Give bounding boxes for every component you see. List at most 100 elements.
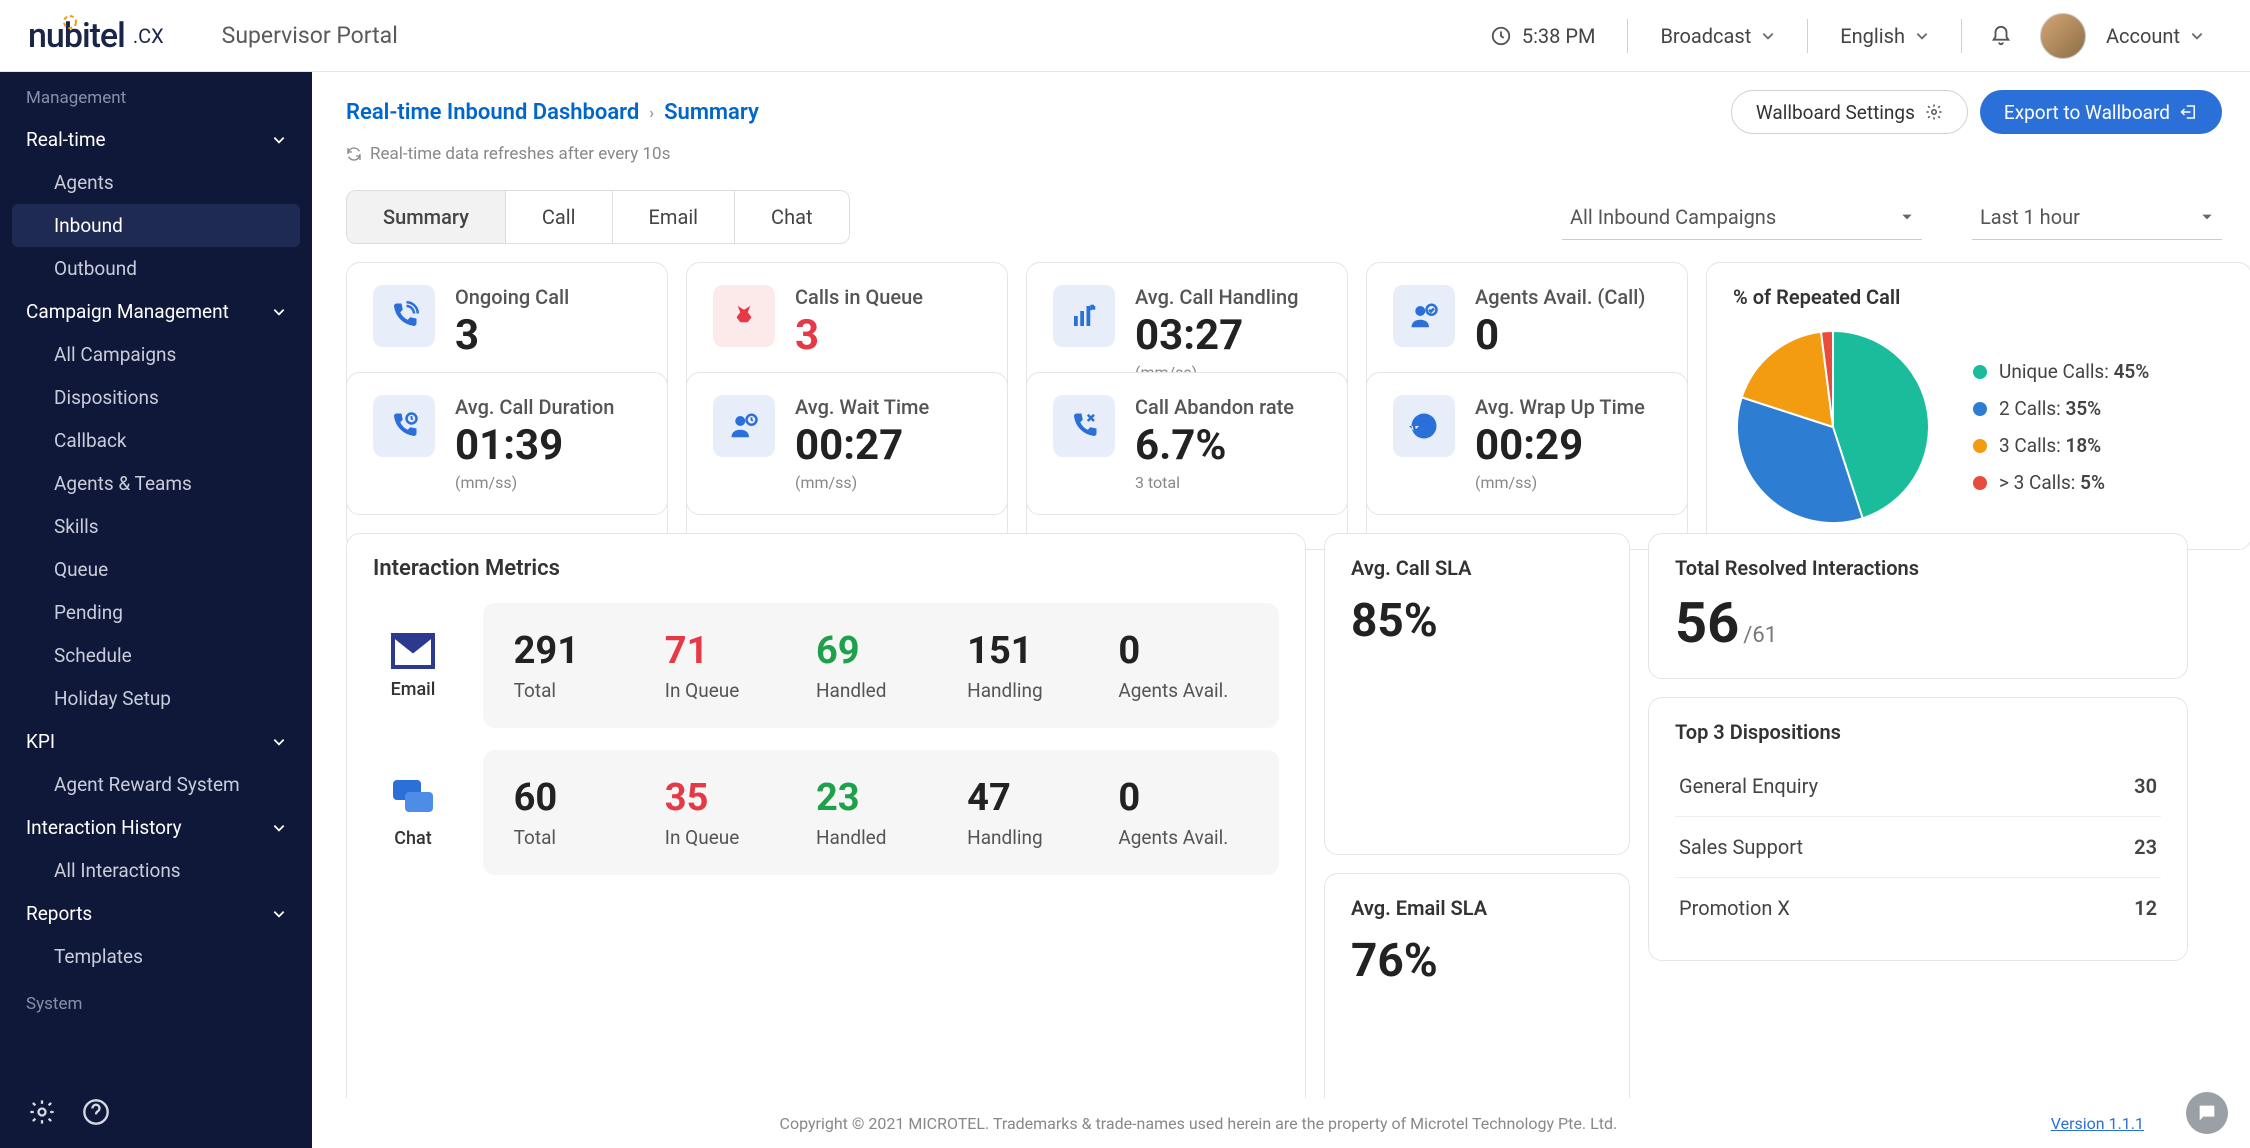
export-wallboard-button[interactable]: Export to Wallboard	[1980, 90, 2222, 134]
content-header: Real-time Inbound Dashboard › Summary Wa…	[312, 72, 2250, 140]
refresh-info: Real-time data refreshes after every 10s	[312, 140, 2250, 178]
sidebar-item[interactable]: Pending	[0, 591, 312, 634]
metric-label: Avg. Wait Time	[795, 395, 929, 419]
export-icon	[2180, 103, 2198, 121]
sidebar-item[interactable]: Agents & Teams	[0, 462, 312, 505]
interaction-metric-value: 60	[514, 776, 644, 820]
tab[interactable]: Email	[613, 191, 736, 243]
sidebar-item[interactable]: Agent Reward System	[0, 763, 312, 806]
sidebar-group-head[interactable]: Real-time	[0, 118, 312, 161]
avatar[interactable]	[2040, 13, 2086, 59]
chevron-down-icon	[272, 821, 286, 835]
sidebar-item[interactable]: Queue	[0, 548, 312, 591]
sidebar-item[interactable]: Templates	[0, 935, 312, 978]
wallboard-settings-button[interactable]: Wallboard Settings	[1731, 90, 1968, 134]
breadcrumb-root[interactable]: Real-time Inbound Dashboard	[346, 100, 639, 125]
interaction-metric-label: Handling	[967, 826, 1097, 849]
content: Real-time Inbound Dashboard › Summary Wa…	[312, 72, 2250, 1148]
tab[interactable]: Chat	[735, 191, 848, 243]
dispositions-card: Top 3 Dispositions General Enquiry 30Sal…	[1648, 697, 2188, 961]
sidebar-item[interactable]: Holiday Setup	[0, 677, 312, 720]
interaction-metrics-card: Interaction Metrics Email 291 Total 71 I…	[346, 533, 1306, 1098]
sidebar-item[interactable]: Outbound	[0, 247, 312, 290]
help-icon	[82, 1098, 110, 1126]
phone-x-icon	[1053, 395, 1115, 457]
sidebar-item[interactable]: Agents	[0, 161, 312, 204]
language-menu[interactable]: English	[1822, 19, 1947, 53]
sidebar-item[interactable]: Inbound	[12, 204, 300, 247]
interaction-metric-label: Total	[514, 679, 644, 702]
sla-value: 76%	[1351, 934, 1603, 988]
broadcast-menu[interactable]: Broadcast	[1642, 19, 1793, 53]
chat-widget-button[interactable]	[2186, 1092, 2228, 1134]
interaction-metric-value: 291	[514, 629, 644, 673]
sidebar-group-head[interactable]: KPI	[0, 720, 312, 763]
metric-label: Agents Avail. (Call)	[1475, 285, 1645, 309]
metric-card: Avg. Wrap Up Time 00:29 (mm/ss)	[1366, 372, 1688, 515]
timerange-select-value: Last 1 hour	[1980, 205, 2080, 229]
chevron-right-icon: ›	[649, 103, 654, 122]
timerange-select[interactable]: Last 1 hour	[1972, 195, 2222, 240]
metric-label: Calls in Queue	[795, 285, 923, 309]
sidebar-item[interactable]: All Interactions	[0, 849, 312, 892]
sidebar-item[interactable]: Skills	[0, 505, 312, 548]
channel-label: Chat	[394, 828, 431, 849]
tab[interactable]: Call	[506, 191, 613, 243]
campaign-select[interactable]: All Inbound Campaigns	[1562, 195, 1922, 240]
sidebar-group-head[interactable]: Campaign Management	[0, 290, 312, 333]
topbar: nubitel .CX Supervisor Portal 5:38 PM Br…	[0, 0, 2250, 72]
sidebar-group-head[interactable]: Reports	[0, 892, 312, 935]
tab[interactable]: Summary	[347, 191, 506, 243]
disposition-row: Sales Support 23	[1675, 816, 2161, 877]
sidebar-item[interactable]: Callback	[0, 419, 312, 462]
sidebar-group-label: Reports	[26, 902, 92, 925]
chevron-down-icon	[1761, 29, 1775, 43]
interaction-metric: 69 Handled	[816, 629, 946, 702]
help-button[interactable]	[80, 1096, 112, 1128]
notifications-button[interactable]	[1976, 19, 2026, 53]
gear-icon	[1925, 103, 1943, 121]
tabs: SummaryCallEmailChat	[346, 190, 850, 244]
disposition-label: General Enquiry	[1679, 774, 1818, 798]
dispositions-list: General Enquiry 30Sales Support 23Promot…	[1675, 754, 2161, 938]
sidebar-group-head[interactable]: Interaction History	[0, 806, 312, 849]
sidebar-item[interactable]: All Campaigns	[0, 333, 312, 376]
settings-button[interactable]	[26, 1096, 58, 1128]
version-link[interactable]: Version 1.1.1	[2051, 1114, 2144, 1133]
chevron-down-icon	[1915, 29, 1929, 43]
phone-time-icon	[373, 395, 435, 457]
metric-card: Avg. Wait Time 00:27 (mm/ss)	[686, 372, 1008, 515]
time-display: 5:38 PM	[1472, 19, 1614, 53]
agent-wait-icon	[713, 395, 775, 457]
interaction-metrics-box: 291 Total 71 In Queue 69 Handled 151 Han…	[483, 603, 1279, 728]
sidebar-group-label: Interaction History	[26, 816, 182, 839]
main: Management Real-time AgentsInboundOutbou…	[0, 72, 2250, 1148]
channel-chat: Chat	[373, 776, 453, 849]
interaction-title: Interaction Metrics	[373, 556, 1279, 581]
metric-card: Call Abandon rate 6.7% 3 total	[1026, 372, 1348, 515]
clock-icon	[1490, 25, 1512, 47]
breadcrumb-current: Summary	[664, 100, 759, 125]
portal-title: Supervisor Portal	[222, 22, 398, 49]
interaction-metric-value: 151	[967, 629, 1097, 673]
sidebar-item[interactable]: Schedule	[0, 634, 312, 677]
interaction-metric-value: 35	[665, 776, 795, 820]
chevron-down-icon	[272, 305, 286, 319]
broadcast-label: Broadcast	[1660, 24, 1751, 48]
interaction-metric-label: Agents Avail.	[1118, 679, 1248, 702]
sidebar-item[interactable]: Dispositions	[0, 376, 312, 419]
chevron-down-icon	[272, 735, 286, 749]
sla-card: Avg. Call SLA 85%	[1324, 533, 1630, 855]
phone-icon	[373, 285, 435, 347]
logo: nubitel .CX	[28, 16, 190, 56]
metric-value: 00:29	[1475, 423, 1645, 469]
interaction-metric: 35 In Queue	[665, 776, 795, 849]
logo-dot-icon	[60, 12, 80, 32]
account-menu[interactable]: Account	[2100, 19, 2222, 53]
gear-icon	[28, 1098, 56, 1126]
metric-value: 01:39	[455, 423, 614, 469]
resolved-card: Total Resolved Interactions 56 /61	[1648, 533, 2188, 679]
section-management: Management	[0, 72, 312, 118]
sla-value: 85%	[1351, 594, 1603, 648]
interaction-metric-value: 0	[1118, 629, 1248, 673]
